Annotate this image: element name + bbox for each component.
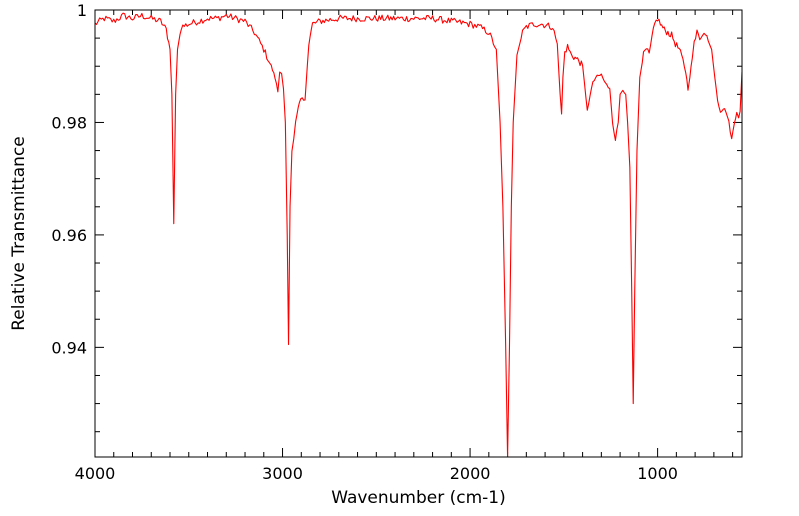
plot-area: [95, 12, 742, 457]
y-tick-label: 0.96: [51, 226, 87, 245]
y-tick-label: 0.98: [51, 113, 87, 132]
y-axis-title: Relative Transmittance: [9, 136, 29, 331]
x-tick-label: 2000: [450, 464, 491, 483]
y-tick-label: 1: [77, 1, 87, 20]
plot-frame: [94, 9, 743, 458]
x-tick-label: 4000: [75, 464, 116, 483]
x-tick-label: 3000: [262, 464, 303, 483]
spectrum-line: [95, 12, 742, 457]
x-axis-title: Wavenumber (cm-1): [331, 488, 506, 508]
y-tick-label: 0.94: [51, 338, 87, 357]
x-tick-label: 1000: [637, 464, 678, 483]
axis-ticks: [94, 9, 742, 457]
axis-tick-labels: 4000 3000 2000 1000 0.94 0.96 0.98 1: [51, 1, 678, 483]
